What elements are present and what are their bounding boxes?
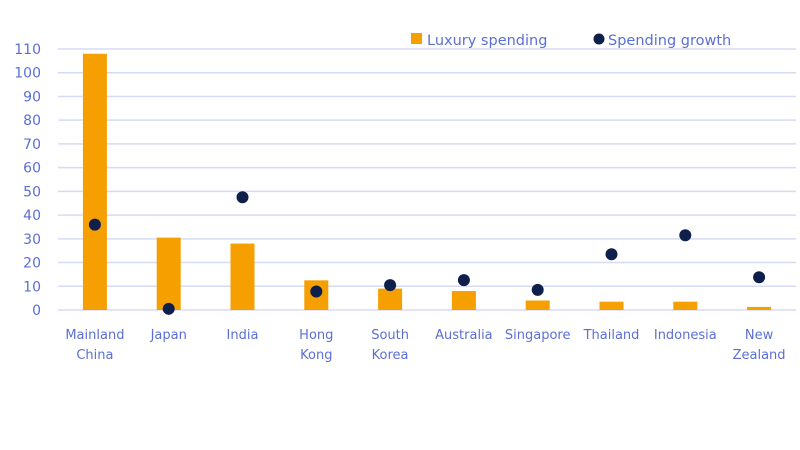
scatter-series-spending-growth: [88, 191, 766, 315]
data-point: [162, 302, 175, 315]
data-point: [605, 248, 618, 261]
x-category-label: New Zealand: [733, 328, 786, 363]
bar: [451, 291, 476, 310]
x-category-label: Mainland China: [65, 328, 124, 363]
x-category-label: Japan: [150, 328, 187, 343]
x-category-label: India: [227, 328, 259, 343]
y-tick-label: 10: [23, 279, 41, 295]
x-category-label: South Korea: [371, 328, 409, 363]
x-category-label: Indonesia: [654, 328, 717, 343]
legend-label-spending-growth: Spending growth: [608, 33, 731, 49]
data-point: [236, 191, 249, 204]
bar: [599, 301, 624, 310]
bar: [378, 288, 403, 310]
legend-circle-icon: [593, 33, 605, 45]
y-tick-label: 0: [32, 303, 41, 319]
y-tick-label: 50: [23, 184, 41, 200]
bar: [525, 300, 550, 310]
y-tick-label: 30: [23, 232, 41, 248]
bar: [156, 237, 181, 310]
y-tick-label: 80: [23, 113, 41, 129]
x-axis-categories: Mainland China Japan India Hong Kong South Kore…: [65, 328, 785, 363]
data-point: [88, 218, 101, 231]
y-tick-label: 40: [23, 208, 41, 224]
data-point: [679, 229, 692, 242]
legend-label-luxury-spending: Luxury spending: [427, 33, 547, 49]
data-point: [310, 285, 323, 298]
legend-square-icon: [411, 33, 422, 44]
data-point: [531, 283, 544, 296]
y-tick-label: 70: [23, 137, 41, 153]
y-tick-label: 110: [14, 42, 41, 58]
y-tick-label: 90: [23, 89, 41, 105]
data-point: [753, 271, 766, 284]
x-category-label: Australia: [435, 328, 493, 343]
bar: [747, 306, 772, 310]
y-tick-label: 20: [23, 256, 41, 272]
data-point: [457, 274, 470, 287]
bar: [673, 301, 698, 310]
x-category-label: Thailand: [583, 328, 640, 343]
y-tick-label: 100: [14, 66, 41, 82]
y-tick-label: 60: [23, 161, 41, 177]
y-axis-ticks: 0 10 20 30 40 50 60 70 80 90 100 110: [14, 42, 41, 319]
data-point: [384, 279, 397, 292]
x-category-label: Hong Kong: [299, 328, 333, 363]
x-category-label: Singapore: [505, 328, 571, 343]
gridlines: [58, 48, 796, 311]
legend: Luxury spending Spending growth: [411, 33, 731, 49]
bar: [82, 53, 107, 310]
bar-series-luxury-spending: [82, 53, 772, 310]
bar: [230, 243, 255, 310]
